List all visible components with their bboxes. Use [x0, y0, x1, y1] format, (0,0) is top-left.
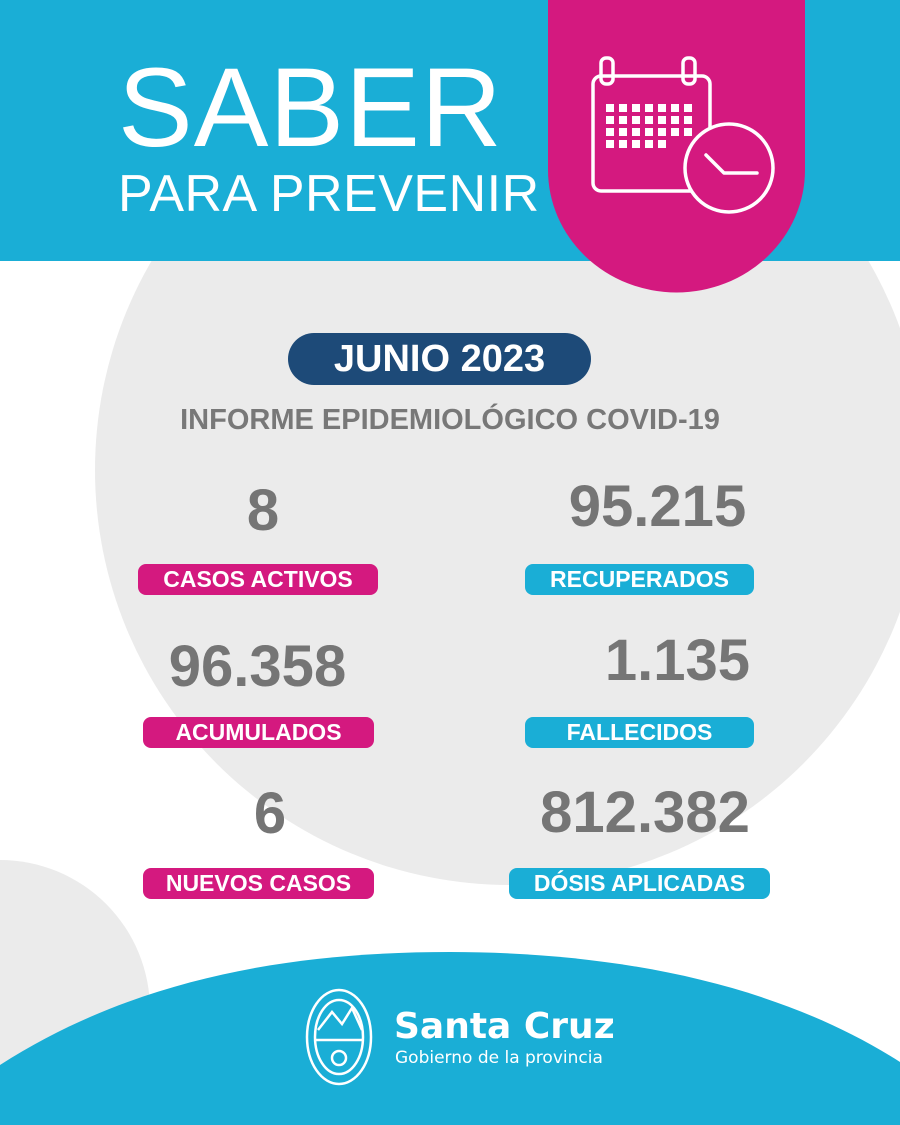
stat-label-recuperados: RECUPERADOS [525, 564, 754, 595]
stat-value-fallecidos: 1.135 [604, 628, 751, 693]
header-subtitle: PARA PREVENIR [118, 165, 540, 223]
calendar-clock-icon [591, 56, 775, 214]
stat-value-acumulados: 96.358 [168, 634, 347, 699]
stat-label-fallecidos: FALLECIDOS [525, 717, 754, 748]
stat-value-recuperados: 95.215 [568, 474, 747, 539]
logo-name: Santa Cruz [394, 1006, 615, 1047]
header-title: SABER [118, 45, 503, 170]
provincial-seal-icon [305, 988, 373, 1086]
stat-label-nuevos-casos: NUEVOS CASOS [143, 868, 374, 899]
stat-label-dosis-aplicadas: DÓSIS APLICADAS [509, 868, 770, 899]
month-badge: JUNIO 2023 [288, 333, 591, 385]
stat-value-dosis-aplicadas: 812.382 [540, 780, 750, 845]
stat-label-casos-activos: CASOS ACTIVOS [138, 564, 378, 595]
report-heading: INFORME EPIDEMIOLÓGICO COVID-19 [180, 404, 720, 436]
calendar-grid-icon [606, 104, 692, 148]
stat-label-acumulados: ACUMULADOS [143, 717, 374, 748]
logo-subtitle: Gobierno de la provincia [395, 1048, 603, 1068]
footer-wave [0, 952, 900, 1125]
stat-value-nuevos-casos: 6 [253, 781, 287, 846]
stat-value-casos-activos: 8 [246, 478, 280, 543]
